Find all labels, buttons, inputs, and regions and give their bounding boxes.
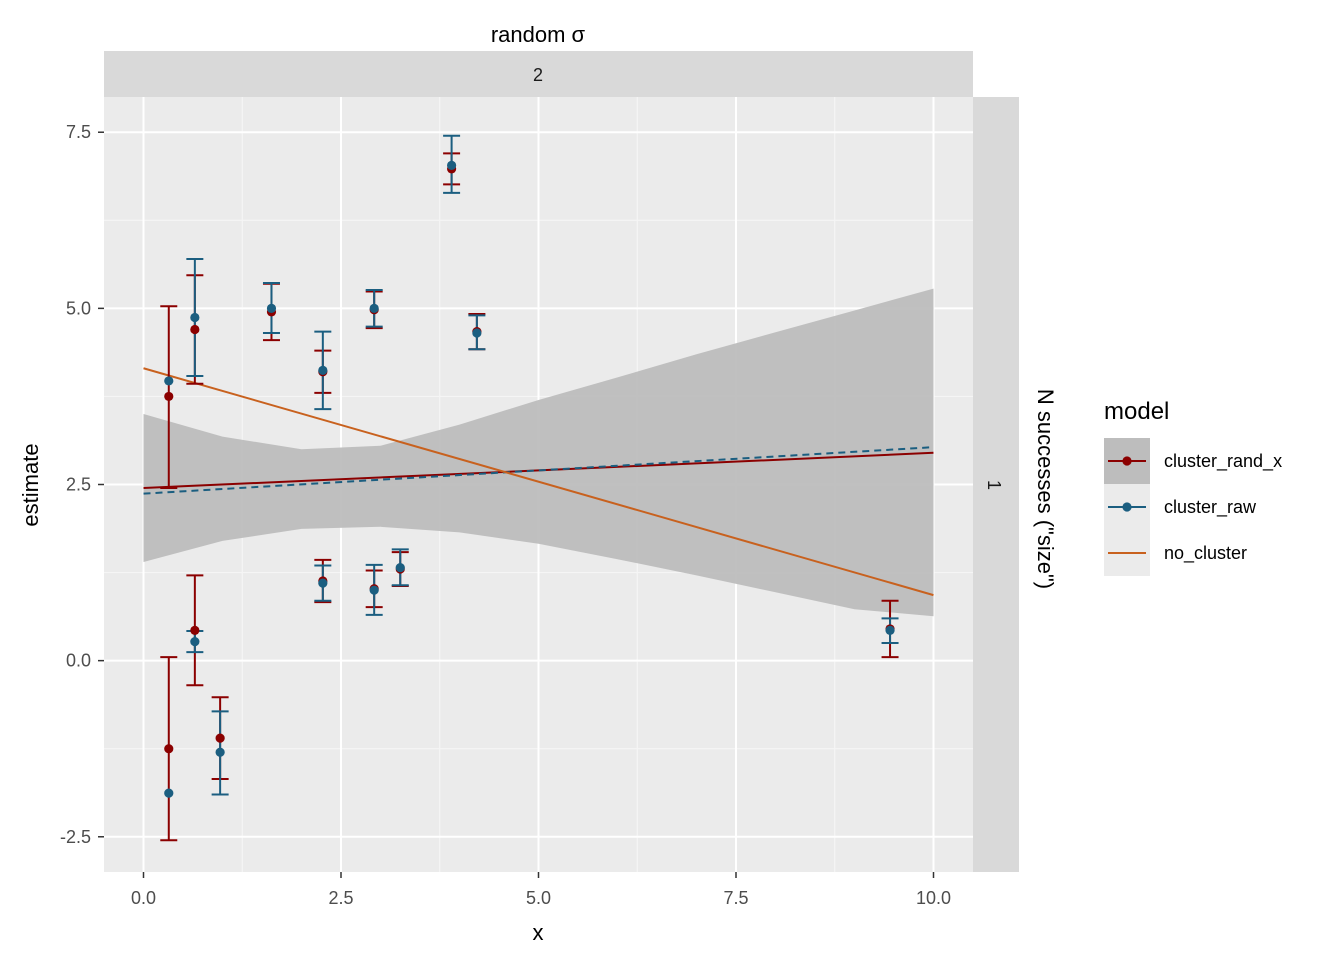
point-cluster-raw	[472, 328, 482, 338]
y-tick-label: 7.5	[66, 122, 91, 142]
fit-line-layer	[143, 367, 934, 597]
legend-label: cluster_raw	[1164, 497, 1257, 518]
legend: model cluster_rand_x cluster_raw no_cluste…	[1104, 398, 1282, 576]
point-cluster-raw	[266, 303, 277, 313]
facet-row-value: 1	[984, 480, 1004, 490]
y-tick-label: -2.5	[60, 827, 91, 847]
point-cluster-raw	[369, 303, 379, 313]
point-cluster-raw	[395, 563, 405, 573]
x-axis: 0.0 2.5 5.0 7.5 10.0	[131, 872, 951, 908]
y-tick-label: 0.0	[66, 651, 91, 671]
point-cluster-raw	[190, 312, 200, 323]
x-tick-label: 7.5	[723, 888, 748, 908]
legend-entry-cluster-raw: cluster_raw	[1104, 484, 1257, 530]
point-cluster-raw	[369, 585, 379, 595]
legend-key-point	[1122, 456, 1132, 466]
point-cluster-raw	[190, 637, 200, 647]
legend-label: no_cluster	[1164, 543, 1247, 564]
x-tick-label: 0.0	[131, 888, 156, 908]
top-strip	[104, 51, 973, 97]
legend-title: model	[1104, 398, 1169, 425]
point-cluster-rand-x	[190, 324, 200, 335]
point-cluster-rand-x	[164, 391, 174, 402]
point-cluster-rand-x	[164, 744, 174, 754]
y-tick-label: 2.5	[66, 475, 91, 495]
x-tick-label: 10.0	[916, 888, 951, 908]
y-axis-title: estimate	[18, 443, 43, 526]
point-cluster-raw	[164, 376, 174, 386]
confidence-ribbon-layer	[143, 288, 934, 617]
legend-key-point	[1122, 502, 1132, 512]
facet-col-value: 2	[533, 65, 543, 85]
confidence-ribbon	[143, 288, 934, 617]
facet-row-title: N successes ("size")	[1033, 389, 1058, 589]
point-cluster-raw	[318, 578, 328, 588]
legend-label: cluster_rand_x	[1164, 451, 1282, 472]
point-cluster-raw	[164, 788, 174, 798]
fit-line-cluster-rand-x	[143, 451, 934, 490]
facet-col-title: random σ	[491, 22, 586, 47]
point-cluster-raw	[318, 365, 328, 375]
point-cluster-rand-x	[215, 733, 225, 743]
point-cluster-rand-x	[190, 625, 200, 635]
right-strip	[973, 97, 1019, 872]
point-layer	[164, 160, 895, 798]
point-cluster-raw	[447, 160, 457, 170]
y-axis: -2.5 0.0 2.5 5.0 7.5	[60, 122, 104, 847]
y-tick-label: 5.0	[66, 298, 91, 318]
x-axis-title: x	[533, 920, 544, 945]
legend-entry-cluster-rand-x: cluster_rand_x	[1104, 438, 1282, 484]
point-cluster-raw	[215, 747, 225, 757]
fit-line-no-cluster	[143, 367, 934, 597]
legend-entry-no-cluster: no_cluster	[1104, 530, 1247, 576]
point-cluster-raw	[885, 625, 895, 635]
x-tick-label: 5.0	[526, 888, 551, 908]
x-tick-label: 2.5	[328, 888, 353, 908]
